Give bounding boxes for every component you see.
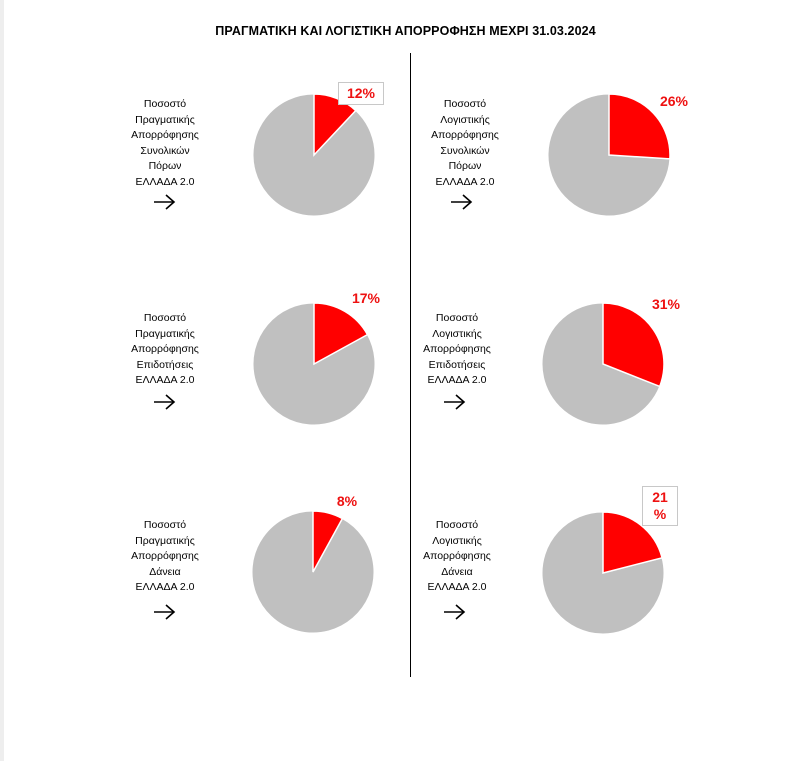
chart-2-label: Ποσοστό Λογιστικής Απορρόφησης Συνολικών Πόρ… — [410, 97, 520, 190]
label-line: Λογιστικής — [432, 534, 482, 547]
pie-value-label: 31% — [644, 296, 688, 313]
arrow-right-icon — [154, 604, 176, 620]
arrow-right-icon — [444, 394, 466, 410]
pie-value-label: 8% — [332, 493, 362, 510]
label-line: Απορρόφησης — [423, 343, 491, 355]
label-line: Απορρόφησης — [131, 129, 199, 141]
label-line: Δάνεια — [149, 565, 181, 578]
chart-6-label: Ποσοστό Λογιστικής Απορρόφησης Δάνεια ΕΛΛΑΔΑ… — [402, 518, 512, 596]
pie-value-label: 21 % — [642, 486, 678, 526]
chart-4-label: Ποσοστό Λογιστικής Απορρόφησης Επιδοτήσεις Ε… — [402, 311, 512, 389]
label-line: Επιδοτήσεις — [428, 358, 486, 371]
label-line: Ποσοστό — [143, 312, 187, 324]
label-line: Λογιστικής — [432, 327, 482, 340]
label-line: Πόρων — [148, 160, 182, 172]
label-line: Συνολικών — [140, 144, 190, 157]
label-line: Πραγματικής — [135, 113, 195, 126]
label-line: Ποσοστό — [143, 98, 187, 110]
label-line: Απορρόφησης — [131, 550, 199, 562]
label-line: Πόρων — [448, 160, 482, 172]
label-line: Απορρόφησης — [131, 343, 199, 355]
pie-slice-remaining — [541, 302, 661, 426]
pie-chart-4 — [541, 302, 665, 426]
chart-5-label: Ποσοστό Πραγματικής Απορρόφησης Δάνεια ΕΛΛΑΔ… — [110, 518, 220, 596]
pie-chart-1 — [252, 93, 376, 217]
page-edge — [0, 0, 4, 761]
arrow-right-icon — [444, 604, 466, 620]
pie-chart-6 — [541, 511, 665, 635]
chart-3-label: Ποσοστό Πραγματικής Απορρόφησης Επιδοτήσεις… — [110, 311, 220, 389]
pie-chart-2 — [547, 93, 671, 217]
label-line: ΕΛΛΑΔΑ 2.0 — [135, 581, 195, 593]
pie-slice-absorption — [602, 511, 663, 574]
label-line: ΕΛΛΑΔΑ 2.0 — [135, 175, 195, 188]
pie-value-label: 12% — [338, 82, 384, 105]
arrow-right-icon — [154, 394, 176, 410]
label-line: Πραγματικής — [135, 327, 195, 340]
pie-slice-absorption — [313, 302, 369, 366]
label-line: ΕΛΛΑΔΑ 2.0 — [135, 374, 195, 386]
label-line: Λογιστικής — [440, 113, 490, 126]
label-line: Ποσοστό — [143, 519, 187, 531]
pie-value-label: 17% — [346, 290, 386, 307]
label-line: Απορρόφησης — [431, 129, 499, 141]
chart-1-label: Ποσοστό Πραγματικής Απορρόφησης Συνολικών Πό… — [110, 97, 220, 190]
arrow-right-icon — [154, 194, 176, 210]
pie-value-label: 26% — [652, 93, 696, 110]
pie-slice-absorption — [608, 93, 671, 160]
pie-slice-absorption — [312, 510, 344, 573]
label-line: Ποσοστό — [435, 519, 479, 531]
pie-slice-absorption — [602, 302, 665, 388]
label-line: Συνολικών — [440, 144, 490, 157]
label-line: ΕΛΛΑΔΑ 2.0 — [435, 175, 495, 188]
label-line: ΕΛΛΑΔΑ 2.0 — [427, 581, 487, 593]
page-title: ΠΡΑΓΜΑΤΙΚΗ ΚΑΙ ΛΟΓΙΣΤΙΚΗ ΑΠΟΡΡΟΦΗΣΗ ΜΕΧΡ… — [215, 24, 596, 38]
pie-slice-absorption — [313, 93, 357, 157]
arrow-right-icon — [451, 194, 473, 210]
label-line: Δάνεια — [441, 565, 473, 578]
pie-chart-5 — [251, 510, 375, 634]
label-line: Ποσοστό — [435, 312, 479, 324]
label-line: Επιδοτήσεις — [136, 358, 194, 371]
label-line: ΕΛΛΑΔΑ 2.0 — [427, 374, 487, 386]
label-line: Απορρόφησης — [423, 550, 491, 562]
label-line: Ποσοστό — [443, 98, 487, 110]
pie-chart-3 — [252, 302, 376, 426]
label-line: Πραγματικής — [135, 534, 195, 547]
divider-line — [410, 53, 411, 677]
